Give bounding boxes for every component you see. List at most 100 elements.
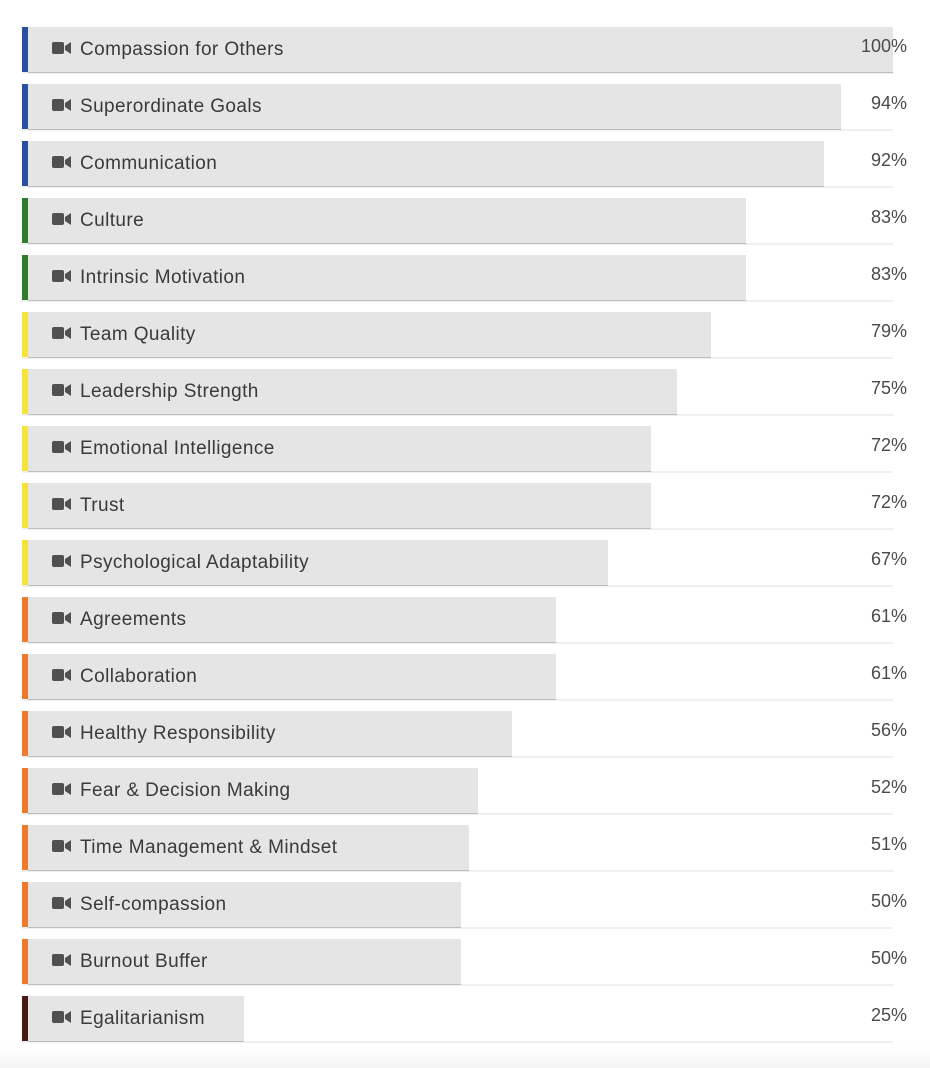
- bar-row[interactable]: Culture: [22, 198, 893, 245]
- value-label: 100%: [860, 36, 907, 56]
- bar-row[interactable]: Psychological Adaptability: [22, 540, 893, 587]
- category-color-marker: [22, 369, 28, 414]
- bar-label[interactable]: Self-compassion: [80, 894, 227, 915]
- category-color-marker: [22, 768, 28, 813]
- bar-label[interactable]: Superordinate Goals: [80, 96, 262, 117]
- value-label: 25%: [870, 1005, 907, 1025]
- bar-row[interactable]: Agreements: [22, 597, 893, 644]
- video-camera-icon[interactable]: [52, 1010, 72, 1024]
- value-label: 83%: [870, 264, 907, 284]
- value-label: 61%: [870, 606, 907, 626]
- bar-label[interactable]: Communication: [80, 153, 218, 174]
- category-color-marker: [22, 597, 28, 642]
- value-label: 50%: [870, 891, 907, 911]
- video-camera-icon[interactable]: [52, 554, 72, 568]
- bar-row[interactable]: Intrinsic Motivation: [22, 255, 893, 302]
- bar-label[interactable]: Healthy Responsibility: [80, 723, 276, 744]
- bar-row[interactable]: Time Management & Mindset: [22, 825, 893, 872]
- category-color-marker: [22, 141, 28, 186]
- category-color-marker: [22, 654, 28, 699]
- value-label: 79%: [870, 321, 907, 341]
- video-camera-icon[interactable]: [52, 839, 72, 853]
- category-color-marker: [22, 27, 28, 72]
- category-color-marker: [22, 882, 28, 927]
- bar-row[interactable]: Trust: [22, 483, 893, 530]
- video-camera-icon[interactable]: [52, 326, 72, 340]
- value-label: 72%: [870, 435, 907, 455]
- category-color-marker: [22, 426, 28, 471]
- bar: [28, 825, 469, 871]
- bar-row[interactable]: Superordinate Goals: [22, 84, 893, 131]
- bar-row[interactable]: Egalitarianism: [22, 996, 893, 1043]
- bar-label[interactable]: Psychological Adaptability: [80, 552, 310, 573]
- bar: [28, 540, 608, 586]
- bar-row[interactable]: Self-compassion: [22, 882, 893, 929]
- video-camera-icon[interactable]: [52, 155, 72, 169]
- bar: [28, 426, 651, 472]
- bar-row[interactable]: Collaboration: [22, 654, 893, 701]
- bar-row[interactable]: Fear & Decision Making: [22, 768, 893, 815]
- bar: [28, 84, 841, 130]
- bar-row[interactable]: Team Quality: [22, 312, 893, 359]
- bar: [28, 597, 556, 643]
- bar: [28, 882, 461, 928]
- bar: [28, 768, 478, 814]
- category-color-marker: [22, 939, 28, 984]
- bar-label[interactable]: Trust: [80, 495, 125, 516]
- video-camera-icon[interactable]: [52, 896, 72, 910]
- video-camera-icon[interactable]: [52, 611, 72, 625]
- bar-label[interactable]: Egalitarianism: [80, 1008, 205, 1029]
- bar-label[interactable]: Fear & Decision Making: [80, 780, 291, 801]
- video-camera-icon[interactable]: [52, 497, 72, 511]
- video-camera-icon[interactable]: [52, 668, 72, 682]
- bar-label[interactable]: Burnout Buffer: [80, 951, 208, 972]
- video-camera-icon[interactable]: [52, 269, 72, 283]
- value-label: 94%: [870, 93, 907, 113]
- value-label: 50%: [870, 948, 907, 968]
- bar-row[interactable]: Emotional Intelligence: [22, 426, 893, 473]
- bar: [28, 198, 746, 244]
- bar: [28, 312, 711, 358]
- bar-row[interactable]: Burnout Buffer: [22, 939, 893, 986]
- category-color-marker: [22, 540, 28, 585]
- bar-label[interactable]: Collaboration: [80, 666, 198, 687]
- bar-row[interactable]: Healthy Responsibility: [22, 711, 893, 758]
- video-camera-icon[interactable]: [52, 782, 72, 796]
- video-camera-icon[interactable]: [52, 440, 72, 454]
- bar-label[interactable]: Emotional Intelligence: [80, 438, 275, 459]
- bar-label[interactable]: Compassion for Others: [80, 39, 284, 60]
- bar-label[interactable]: Team Quality: [80, 324, 196, 345]
- bar-row[interactable]: Compassion for Others: [22, 27, 893, 74]
- bar-row[interactable]: Leadership Strength: [22, 369, 893, 416]
- video-camera-icon[interactable]: [52, 212, 72, 226]
- bar-label[interactable]: Time Management & Mindset: [80, 837, 338, 858]
- video-camera-icon[interactable]: [52, 98, 72, 112]
- bar-row[interactable]: Communication: [22, 141, 893, 188]
- video-camera-icon[interactable]: [52, 41, 72, 55]
- bar-label[interactable]: Agreements: [80, 609, 187, 630]
- video-camera-icon[interactable]: [52, 953, 72, 967]
- bottom-strip: [0, 1046, 930, 1068]
- category-color-marker: [22, 711, 28, 756]
- value-label: 67%: [870, 549, 907, 569]
- bar: [28, 27, 893, 73]
- bar-label[interactable]: Leadership Strength: [80, 381, 259, 402]
- value-label: 51%: [870, 834, 907, 854]
- video-camera-icon[interactable]: [52, 725, 72, 739]
- bar: [28, 141, 824, 187]
- bar: [28, 483, 651, 529]
- category-color-marker: [22, 84, 28, 129]
- bar: [28, 711, 512, 757]
- category-color-marker: [22, 255, 28, 300]
- value-label: 72%: [870, 492, 907, 512]
- bar-label[interactable]: Intrinsic Motivation: [80, 267, 246, 288]
- value-label: 52%: [870, 777, 907, 797]
- bar-label[interactable]: Culture: [80, 210, 145, 231]
- bar: [28, 939, 461, 985]
- value-label: 56%: [870, 720, 907, 740]
- video-camera-icon[interactable]: [52, 383, 72, 397]
- value-label: 92%: [870, 150, 907, 170]
- value-label: 83%: [870, 207, 907, 227]
- category-color-marker: [22, 996, 28, 1041]
